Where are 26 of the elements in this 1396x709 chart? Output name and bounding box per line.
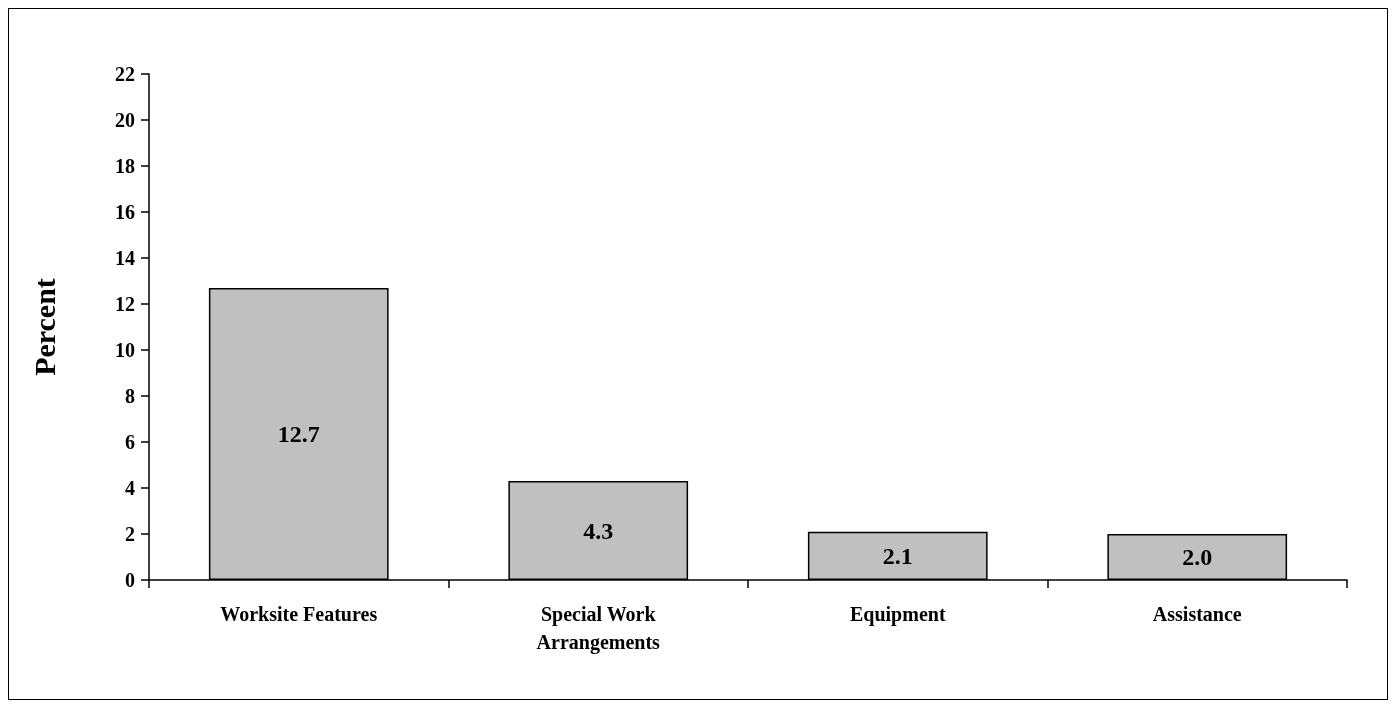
data-label: 4.3 <box>583 517 614 544</box>
x-tick-label: Worksite Features <box>220 603 378 625</box>
y-tick-label: 6 <box>125 431 135 453</box>
x-tick-label: Equipment <box>849 603 946 626</box>
y-tick-label: 22 <box>115 63 135 85</box>
x-tick-label: Special Work Arrangements <box>536 603 661 654</box>
bar <box>807 531 988 580</box>
y-tick-label: 16 <box>115 201 135 223</box>
y-tick-label: 14 <box>115 247 135 269</box>
y-tick-label: 8 <box>125 385 135 407</box>
data-label: 12.7 <box>277 420 320 447</box>
y-tick-label: 12 <box>115 293 135 315</box>
y-tick-label: 2 <box>125 523 135 545</box>
y-tick-label: 20 <box>115 109 135 131</box>
y-axis-title: Percent <box>27 278 61 376</box>
y-tick-label: 18 <box>115 155 135 177</box>
y-tick-label: 0 <box>125 569 135 591</box>
data-label: 2.1 <box>882 542 913 569</box>
bar <box>1107 534 1288 580</box>
x-tick-label: Assistance <box>1152 603 1242 625</box>
bar <box>508 481 689 580</box>
y-tick-label: 10 <box>115 339 135 361</box>
bar <box>208 287 389 580</box>
chart-frame: Percent 0 2 4 6 8 10 12 14 16 18 20 22 Worksite Features Special Work Arrangements Equipment Assistance 12.7 4.3 2.1 2.0 <box>8 8 1388 700</box>
data-label: 2.0 <box>1182 544 1213 570</box>
y-tick-label: 4 <box>125 477 135 499</box>
